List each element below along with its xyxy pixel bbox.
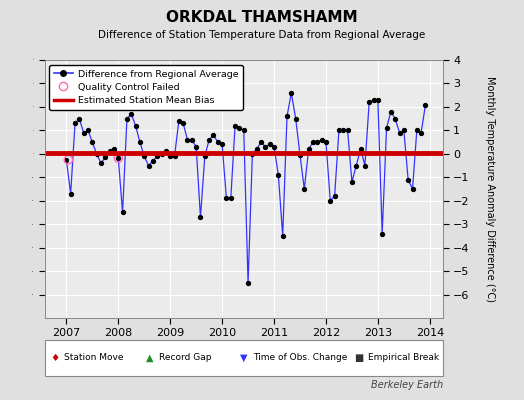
Point	[356, 146, 365, 152]
Point	[231, 122, 239, 129]
Point	[110, 146, 118, 152]
Text: Empirical Break: Empirical Break	[368, 354, 440, 362]
Text: Difference of Station Temperature Data from Regional Average: Difference of Station Temperature Data f…	[99, 30, 425, 40]
Point	[188, 136, 196, 143]
Text: ■: ■	[354, 353, 364, 363]
Text: Station Move: Station Move	[64, 354, 124, 362]
Text: ♦: ♦	[50, 353, 60, 363]
Point	[140, 153, 148, 159]
Point	[274, 172, 282, 178]
Point	[331, 193, 339, 199]
Point	[348, 179, 356, 185]
Point	[222, 195, 231, 202]
Point	[214, 139, 222, 145]
Point	[166, 153, 174, 159]
Point	[318, 136, 326, 143]
Point	[183, 136, 192, 143]
Point	[266, 141, 274, 148]
Point	[174, 118, 183, 124]
Point	[205, 136, 213, 143]
Point	[408, 186, 417, 192]
Point	[144, 162, 152, 169]
Text: Time of Obs. Change: Time of Obs. Change	[253, 354, 347, 362]
Point	[192, 144, 200, 150]
Point	[300, 186, 309, 192]
Point	[378, 230, 386, 237]
Point	[361, 162, 369, 169]
Point	[64, 156, 73, 163]
Point	[270, 144, 278, 150]
Point	[400, 127, 408, 134]
Point	[339, 127, 347, 134]
Point	[226, 195, 235, 202]
Point	[170, 153, 179, 159]
Point	[421, 101, 430, 108]
Point	[235, 125, 244, 131]
Point	[201, 153, 209, 159]
Text: Berkeley Earth: Berkeley Earth	[370, 380, 443, 390]
Point	[283, 113, 291, 120]
Point	[304, 146, 313, 152]
Point	[309, 139, 317, 145]
Point	[196, 214, 205, 220]
Point	[132, 122, 140, 129]
Point	[149, 158, 157, 164]
Point	[253, 146, 261, 152]
Point	[75, 116, 83, 122]
Point	[287, 90, 296, 96]
Point	[291, 116, 300, 122]
Point	[97, 160, 105, 166]
Point	[296, 152, 304, 158]
Point	[322, 139, 330, 145]
Point	[179, 120, 188, 126]
Point	[84, 127, 92, 134]
Point	[404, 176, 412, 183]
Point	[114, 155, 123, 161]
Point	[157, 151, 166, 157]
Point	[395, 130, 403, 136]
Point	[248, 151, 257, 157]
Point	[326, 198, 334, 204]
Point	[383, 125, 391, 131]
Point	[114, 155, 123, 161]
Text: ▲: ▲	[146, 353, 153, 363]
Y-axis label: Monthly Temperature Anomaly Difference (°C): Monthly Temperature Anomaly Difference (…	[485, 76, 495, 302]
Text: ORKDAL THAMSHAMM: ORKDAL THAMSHAMM	[166, 10, 358, 25]
Point	[352, 162, 361, 169]
Legend: Difference from Regional Average, Quality Control Failed, Estimated Station Mean: Difference from Regional Average, Qualit…	[49, 65, 243, 110]
Point	[153, 153, 161, 159]
Point	[365, 99, 374, 106]
Point	[67, 190, 75, 197]
Point	[62, 156, 71, 163]
Point	[257, 139, 265, 145]
Point	[101, 154, 110, 160]
Point	[239, 127, 248, 134]
Point	[71, 120, 79, 126]
Point	[417, 130, 425, 136]
Point	[374, 97, 382, 103]
Point	[92, 151, 101, 157]
Text: Record Gap: Record Gap	[159, 354, 211, 362]
Point	[118, 209, 127, 216]
Point	[209, 132, 217, 138]
Point	[313, 139, 322, 145]
Point	[412, 127, 421, 134]
Text: ▼: ▼	[240, 353, 247, 363]
Point	[162, 148, 170, 155]
Point	[127, 111, 135, 117]
Point	[123, 116, 131, 122]
Point	[80, 130, 88, 136]
Point	[279, 233, 287, 239]
Point	[244, 280, 252, 286]
Point	[387, 108, 395, 115]
Point	[136, 139, 144, 145]
Point	[261, 144, 269, 150]
Point	[88, 139, 96, 145]
Point	[369, 97, 378, 103]
Point	[335, 127, 343, 134]
Point	[218, 141, 226, 148]
Point	[343, 127, 352, 134]
Point	[391, 116, 399, 122]
Point	[105, 148, 114, 155]
